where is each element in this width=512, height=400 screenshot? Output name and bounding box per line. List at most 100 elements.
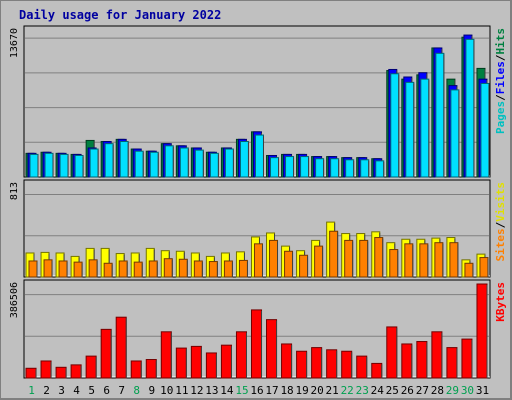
legend-entry-hits: Hits: [494, 28, 507, 55]
bar-kbytes-day-24: [371, 362, 383, 379]
bar-kbytes-day-15: [235, 331, 247, 379]
x-tick-label-9: 9: [148, 384, 155, 397]
bar-kbytes-day-4: [70, 364, 82, 379]
panel-top-ymax-label: 13670: [9, 28, 20, 58]
x-tick-label-22: 22: [341, 384, 354, 397]
bar-sites-day-1: [28, 260, 38, 278]
x-tick-label-3: 3: [58, 384, 65, 397]
bar-kbytes-day-23: [356, 355, 368, 379]
bar-kbytes-day-29: [446, 347, 458, 379]
panel-middle-ymax-label: 813: [9, 182, 20, 200]
bar-sites-day-11: [178, 258, 188, 278]
bar-kbytes-day-5: [85, 355, 97, 379]
bar-pages-day-20: [315, 158, 325, 178]
bar-pages-day-25: [390, 73, 400, 178]
bar-kbytes-day-6: [100, 328, 112, 379]
x-tick-label-2: 2: [43, 384, 50, 397]
bar-sites-day-12: [193, 260, 203, 278]
bar-kbytes-day-13: [205, 352, 217, 379]
bar-sites-day-28: [434, 242, 444, 278]
bar-sites-day-6: [103, 262, 113, 278]
bar-sites-day-24: [374, 237, 384, 278]
bar-pages-day-21: [330, 158, 340, 178]
x-tick-label-17: 17: [265, 384, 278, 397]
bar-kbytes-day-7: [115, 316, 127, 379]
x-tick-label-8: 8: [133, 384, 140, 397]
bar-sites-day-10: [163, 258, 173, 278]
bar-kbytes-day-17: [266, 319, 278, 379]
bar-kbytes-day-18: [281, 343, 293, 379]
x-tick-label-25: 25: [386, 384, 399, 397]
bar-sites-day-15: [238, 259, 248, 278]
bar-sites-day-18: [284, 250, 294, 278]
bar-pages-day-12: [194, 149, 204, 178]
bar-sites-day-25: [389, 249, 399, 278]
panel-top-legend: Pages/Files/Hits: [494, 28, 507, 134]
x-tick-label-1: 1: [28, 384, 35, 397]
bar-pages-day-24: [375, 160, 385, 178]
bar-sites-day-29: [449, 242, 459, 278]
bar-pages-day-14: [224, 148, 234, 178]
legend-separator: /: [494, 54, 507, 61]
chart-title: Daily usage for January 2022: [19, 8, 222, 22]
bar-pages-day-4: [74, 154, 84, 178]
bar-sites-day-16: [253, 243, 263, 278]
x-tick-label-28: 28: [431, 384, 444, 397]
bar-kbytes-day-3: [55, 366, 67, 379]
x-tick-label-21: 21: [326, 384, 339, 397]
bar-sites-day-26: [404, 243, 414, 278]
bar-kbytes-day-9: [145, 359, 157, 379]
x-tick-label-20: 20: [311, 384, 324, 397]
bar-kbytes-day-2: [40, 360, 52, 379]
bar-kbytes-day-22: [341, 350, 353, 379]
panel-bottom-ymax-label: 386506: [9, 282, 20, 318]
x-tick-label-27: 27: [416, 384, 429, 397]
bar-pages-day-13: [209, 152, 219, 178]
bar-sites-day-7: [118, 260, 128, 278]
bar-sites-day-13: [208, 261, 218, 278]
x-tick-label-13: 13: [205, 384, 218, 397]
legend-entry-visits: Visits: [494, 182, 507, 222]
bar-kbytes-day-12: [190, 345, 202, 379]
bar-kbytes-day-19: [296, 350, 308, 379]
bar-pages-day-22: [345, 159, 355, 178]
bar-pages-day-18: [285, 156, 295, 178]
bar-sites-day-22: [344, 239, 354, 278]
panel-bottom-legend: KBytes: [494, 282, 507, 322]
legend-separator: /: [494, 94, 507, 101]
bar-sites-day-30: [464, 262, 474, 278]
legend-separator: /: [494, 221, 507, 228]
x-tick-label-11: 11: [175, 384, 188, 397]
bar-sites-day-20: [314, 245, 324, 278]
bar-pages-day-7: [119, 141, 129, 178]
bar-sites-day-31: [479, 257, 489, 278]
frame-shadow-right: [510, 0, 512, 400]
x-tick-label-7: 7: [118, 384, 125, 397]
x-tick-label-14: 14: [220, 384, 234, 397]
bar-kbytes-day-1: [25, 367, 37, 379]
legend-entry-files: Files: [494, 61, 507, 94]
x-tick-label-12: 12: [190, 384, 203, 397]
x-tick-label-19: 19: [295, 384, 308, 397]
bar-pages-day-28: [435, 52, 445, 178]
x-tick-label-23: 23: [356, 384, 369, 397]
bar-sites-day-27: [419, 243, 429, 278]
bar-kbytes-day-28: [431, 331, 443, 379]
x-tick-label-10: 10: [160, 384, 173, 397]
bar-pages-day-5: [89, 148, 99, 178]
x-tick-label-6: 6: [103, 384, 110, 397]
bar-sites-day-21: [329, 230, 339, 278]
bar-sites-day-5: [88, 259, 98, 278]
bar-pages-day-26: [405, 81, 415, 178]
bar-kbytes-day-31: [476, 283, 488, 379]
x-tick-label-31: 31: [476, 384, 489, 397]
bar-pages-day-17: [270, 157, 280, 178]
frame-shadow-bottom: [0, 398, 512, 400]
bar-kbytes-day-30: [461, 338, 473, 379]
bar-pages-day-29: [450, 89, 460, 178]
bar-kbytes-day-16: [250, 309, 263, 379]
bar-kbytes-day-26: [401, 343, 413, 379]
x-tick-label-29: 29: [446, 384, 459, 397]
bar-pages-day-19: [300, 156, 310, 178]
